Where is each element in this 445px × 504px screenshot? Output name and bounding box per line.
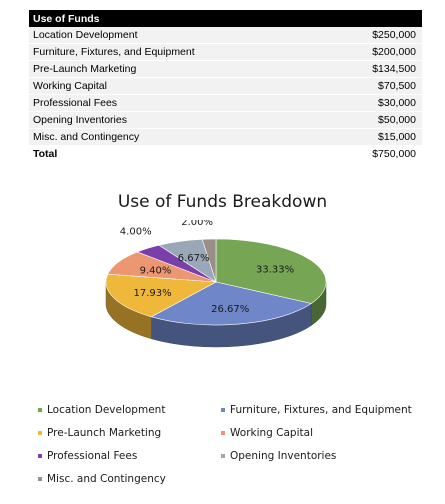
row-amount: $70,500 bbox=[378, 80, 416, 92]
table-row: Furniture, Fixtures, and Equipment $200,… bbox=[29, 44, 422, 61]
row-amount: $134,500 bbox=[372, 63, 416, 75]
legend-swatch bbox=[221, 431, 225, 435]
pie-slice-pre-launch-marketing bbox=[105, 273, 218, 318]
row-amount: $30,000 bbox=[378, 97, 416, 109]
pie-data-label: 33.33% bbox=[256, 265, 294, 276]
pie-slice-misc-and-contingency bbox=[201, 238, 217, 283]
legend-item: Furniture, Fixtures, and Equipment bbox=[221, 404, 412, 416]
legend-label: Opening Inventories bbox=[230, 450, 337, 462]
pie-data-label: 2.00% bbox=[181, 220, 213, 228]
row-label: Location Development bbox=[33, 29, 138, 41]
legend-swatch bbox=[38, 408, 42, 412]
use-of-funds-table: Use of Funds Location Development $250,0… bbox=[29, 10, 422, 163]
table-row: Professional Fees $30,000 bbox=[29, 95, 422, 112]
legend-label: Misc. and Contingency bbox=[47, 473, 166, 485]
table-row: Opening Inventories $50,000 bbox=[29, 112, 422, 129]
row-amount: $50,000 bbox=[378, 114, 416, 126]
total-label: Total bbox=[33, 148, 58, 160]
table-row: Misc. and Contingency $15,000 bbox=[29, 129, 422, 146]
total-amount: $750,000 bbox=[372, 148, 416, 160]
legend-item: Pre-Launch Marketing bbox=[38, 427, 161, 439]
row-amount: $15,000 bbox=[378, 131, 416, 143]
chart-title: Use of Funds Breakdown bbox=[117, 192, 328, 212]
table-header: Use of Funds bbox=[29, 10, 422, 27]
row-amount: $200,000 bbox=[372, 46, 416, 58]
pie-data-label: 26.67% bbox=[211, 304, 249, 315]
legend-item: Location Development bbox=[38, 404, 165, 416]
table-row: Working Capital $70,500 bbox=[29, 78, 422, 95]
pie-slice-furniture-fixtures-and-equipment bbox=[150, 281, 313, 326]
legend-item: Professional Fees bbox=[38, 450, 137, 462]
row-amount: $250,000 bbox=[372, 29, 416, 41]
row-label: Misc. and Contingency bbox=[33, 131, 140, 143]
pie-slice-location-development bbox=[215, 238, 327, 304]
row-label: Pre-Launch Marketing bbox=[33, 63, 137, 75]
legend-swatch bbox=[38, 431, 42, 435]
row-label: Opening Inventories bbox=[33, 114, 127, 126]
legend-item: Opening Inventories bbox=[221, 450, 336, 462]
row-label: Professional Fees bbox=[33, 97, 118, 109]
table-total-row: Total $750,000 bbox=[29, 146, 422, 163]
legend-swatch bbox=[38, 454, 42, 458]
pie-data-label: 9.40% bbox=[140, 266, 172, 277]
table-row: Pre-Launch Marketing $134,500 bbox=[29, 61, 422, 78]
row-label: Furniture, Fixtures, and Equipment bbox=[33, 46, 195, 58]
legend-label: Pre-Launch Marketing bbox=[47, 427, 162, 439]
pie-data-label: 6.67% bbox=[178, 253, 210, 264]
table-row: Location Development $250,000 bbox=[29, 27, 422, 44]
pie-data-label: 4.00% bbox=[120, 226, 152, 237]
legend-swatch bbox=[221, 454, 225, 458]
legend-item: Working Capital bbox=[221, 427, 313, 439]
legend-item: Misc. and Contingency bbox=[38, 473, 166, 485]
pie-data-label: 17.93% bbox=[134, 288, 172, 299]
legend-label: Professional Fees bbox=[47, 450, 138, 462]
pie-chart: 33.33% 26.67% 17.93% 9.40% 4.00% 6.67% 2.00% bbox=[105, 220, 327, 348]
legend-label: Furniture, Fixtures, and Equipment bbox=[230, 404, 412, 416]
row-label: Working Capital bbox=[33, 80, 107, 92]
legend-swatch bbox=[38, 477, 42, 481]
legend-label: Working Capital bbox=[230, 427, 313, 439]
legend-swatch bbox=[221, 408, 225, 412]
legend-label: Location Development bbox=[47, 404, 166, 416]
